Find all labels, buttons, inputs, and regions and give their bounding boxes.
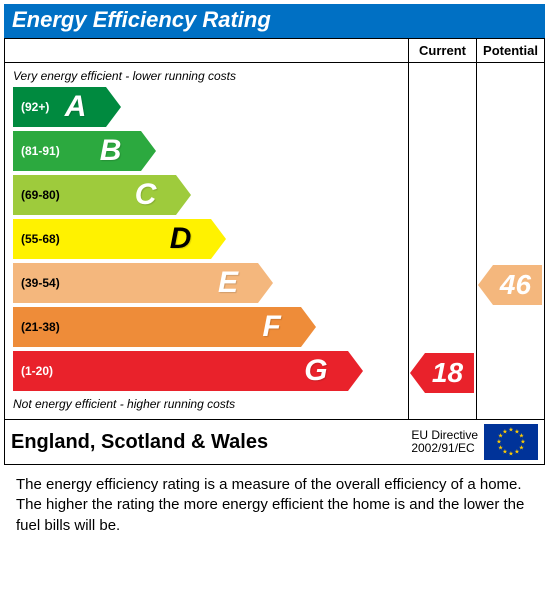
eu-flag-icon: ★★★★★★★★★★★★	[484, 424, 538, 460]
legend-top: Very energy efficient - lower running co…	[13, 69, 402, 83]
star-icon: ★	[502, 428, 507, 435]
region-text: England, Scotland & Wales	[11, 431, 411, 454]
star-icon: ★	[508, 451, 513, 458]
band-letter: G	[304, 354, 327, 388]
band-chevron-icon	[211, 219, 226, 259]
band-c: (69-80) C	[13, 175, 402, 215]
chart-box: Current Potential Very energy efficient …	[4, 38, 545, 465]
band-range: (92+)	[13, 100, 49, 114]
band-range: (81-91)	[13, 144, 60, 158]
star-icon: ★	[508, 427, 513, 434]
band-bar: (55-68) D	[13, 219, 211, 259]
band-bar: (39-54) E	[13, 263, 258, 303]
header-current: Current	[408, 39, 476, 62]
arrow-value: 18	[422, 357, 463, 389]
header-row: Current Potential	[5, 39, 544, 63]
header-potential: Potential	[476, 39, 544, 62]
band-bar: (81-91) B	[13, 131, 141, 171]
potential-column: 46	[476, 63, 544, 419]
band-bar: (21-38) F	[13, 307, 301, 347]
band-chevron-icon	[106, 87, 121, 127]
band-range: (21-38)	[13, 320, 60, 334]
epc-container: Energy Efficiency Rating Current Potenti…	[0, 0, 549, 546]
potential-value-arrow: 46	[479, 265, 542, 305]
footer-row: England, Scotland & Wales EU Directive 2…	[5, 419, 544, 464]
band-chevron-icon	[141, 131, 156, 171]
band-bar: (69-80) C	[13, 175, 176, 215]
band-letter: B	[100, 134, 122, 168]
star-icon: ★	[498, 445, 503, 452]
band-f: (21-38) F	[13, 307, 402, 347]
arrow-value: 46	[490, 269, 531, 301]
bands-column: Very energy efficient - lower running co…	[5, 63, 408, 419]
directive-line2: 2002/91/EC	[411, 441, 474, 455]
legend-bottom: Not energy efficient - higher running co…	[13, 397, 402, 411]
header-spacer	[5, 39, 408, 62]
directive-text: EU Directive 2002/91/EC	[411, 429, 478, 455]
band-letter: A	[65, 90, 87, 124]
star-icon: ★	[496, 439, 501, 446]
band-b: (81-91) B	[13, 131, 402, 171]
band-letter: D	[170, 222, 192, 256]
title-text: Energy Efficiency Rating	[12, 7, 271, 32]
band-range: (1-20)	[13, 364, 53, 378]
band-chevron-icon	[301, 307, 316, 347]
current-column: 18	[408, 63, 476, 419]
directive-line1: EU Directive	[411, 428, 478, 442]
current-value-arrow: 18	[411, 353, 474, 393]
band-chevron-icon	[258, 263, 273, 303]
band-bar: (92+) A	[13, 87, 106, 127]
band-chevron-icon	[176, 175, 191, 215]
star-icon: ★	[514, 449, 519, 456]
band-bar: (1-20) G	[13, 351, 348, 391]
band-g: (1-20) G	[13, 351, 402, 391]
description-text: The energy efficiency rating is a measur…	[4, 465, 545, 542]
band-letter: E	[218, 266, 238, 300]
band-chevron-icon	[348, 351, 363, 391]
title-bar: Energy Efficiency Rating	[4, 4, 545, 38]
band-e: (39-54) E	[13, 263, 402, 303]
band-range: (69-80)	[13, 188, 60, 202]
band-range: (55-68)	[13, 232, 60, 246]
band-range: (39-54)	[13, 276, 60, 290]
band-letter: C	[135, 178, 157, 212]
band-a: (92+) A	[13, 87, 402, 127]
band-d: (55-68) D	[13, 219, 402, 259]
bands-row: Very energy efficient - lower running co…	[5, 63, 544, 419]
band-letter: F	[263, 310, 281, 344]
